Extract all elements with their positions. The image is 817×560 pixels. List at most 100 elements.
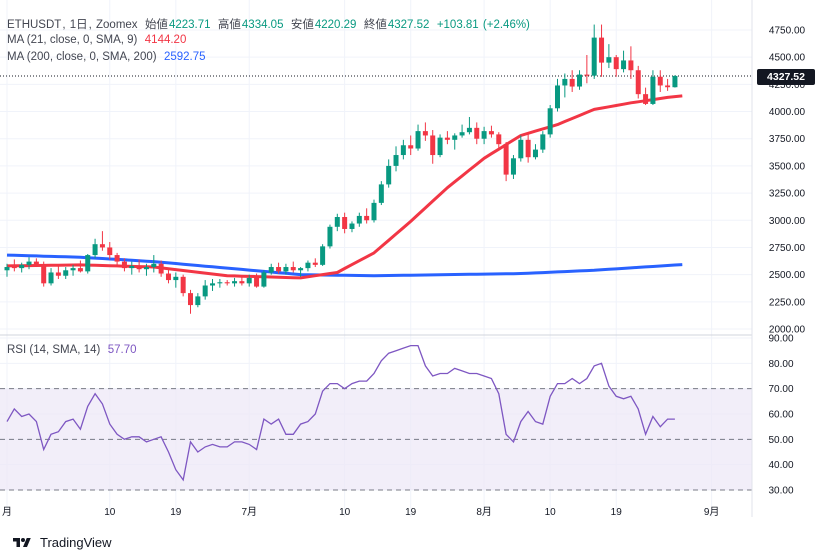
candle-body xyxy=(591,37,597,76)
candle-body xyxy=(430,135,436,156)
candle-body xyxy=(136,265,142,270)
ma21-value: 4144.20 xyxy=(144,34,187,46)
candle-body xyxy=(19,264,25,269)
brand-name: TradingView xyxy=(40,535,112,550)
candle xyxy=(393,146,399,172)
rsi-legend[interactable]: RSI (14, SMA, 14) 57.70 xyxy=(7,344,137,356)
high-value: 4334.05 xyxy=(241,19,284,31)
candle xyxy=(77,260,83,273)
candle-body xyxy=(665,85,671,88)
time-tick-label: 19 xyxy=(170,507,182,518)
candle xyxy=(547,105,553,138)
candle xyxy=(599,24,605,77)
candle xyxy=(136,259,142,273)
rsi-tick-label: 30.00 xyxy=(768,486,793,497)
candle-body xyxy=(246,277,252,284)
candle xyxy=(202,280,208,300)
ma200-legend[interactable]: MA (200, close, 0, SMA, 200) 2592.75 xyxy=(7,51,207,63)
candle xyxy=(48,268,54,286)
candle xyxy=(613,55,619,77)
candle-body xyxy=(488,131,494,135)
candle-body xyxy=(459,132,465,136)
candle xyxy=(569,70,575,92)
candle-body xyxy=(11,267,17,269)
candle-body xyxy=(188,293,193,306)
candle xyxy=(312,258,318,268)
candle-body xyxy=(532,149,538,158)
candle xyxy=(496,132,502,149)
ma21-line xyxy=(6,94,683,280)
time-tick-label: 19 xyxy=(405,507,417,518)
candle xyxy=(510,155,516,179)
candle xyxy=(488,125,494,138)
candle-body xyxy=(334,217,340,227)
rsi-tick-label: 40.00 xyxy=(768,460,793,471)
interval-label[interactable]: 1日 xyxy=(69,19,88,31)
candle-body xyxy=(466,127,472,133)
candle-body xyxy=(180,276,186,294)
candle xyxy=(474,122,480,145)
candle-body xyxy=(444,137,450,140)
candle-body xyxy=(584,74,590,76)
candle-body xyxy=(628,60,634,71)
candle xyxy=(635,65,641,99)
candle-body xyxy=(400,145,406,156)
candle-body xyxy=(33,261,39,265)
candle xyxy=(466,116,472,135)
candle-body xyxy=(217,282,223,284)
candle-body xyxy=(540,134,546,150)
candle xyxy=(562,73,568,98)
symbol-name[interactable]: ETHUSDT xyxy=(7,19,62,31)
candle-body xyxy=(26,261,32,265)
candle-body xyxy=(415,131,421,149)
time-tick-label: 7月 xyxy=(241,506,257,518)
candle xyxy=(503,141,509,182)
candle xyxy=(246,274,252,287)
rsi-axis-ticks: 90.00 80.00 70.00 60.00 50.00 40.00 30.00 xyxy=(768,334,793,497)
tradingview-footer[interactable]: TradingView xyxy=(10,535,112,550)
ma200-label: MA (200, close, 0, SMA, 200) xyxy=(7,51,157,63)
candle xyxy=(268,263,274,275)
candle-body xyxy=(165,273,171,281)
candle xyxy=(63,267,69,279)
candle xyxy=(444,131,450,145)
price-axis-ticks: 4750.00 4500.00 4250.00 4000.00 3750.00 3500.… xyxy=(769,26,806,336)
candle xyxy=(577,70,583,90)
candle xyxy=(143,263,149,276)
candle xyxy=(555,78,560,112)
candle-body xyxy=(312,262,318,265)
candle xyxy=(121,258,127,272)
ma21-legend[interactable]: MA (21, close, 0, SMA, 9) 4144.20 xyxy=(7,34,187,46)
candle-body xyxy=(364,215,370,221)
candle-body xyxy=(77,268,83,272)
candle-body xyxy=(158,263,164,274)
ma21-path xyxy=(6,94,683,280)
candle-body xyxy=(202,285,208,297)
candle xyxy=(408,135,414,156)
time-tick-label: 10 xyxy=(104,507,116,518)
candle xyxy=(261,270,267,288)
candle-body xyxy=(371,202,377,221)
price-tick-label: 2500.00 xyxy=(769,270,806,281)
candle xyxy=(643,87,649,106)
ma21-label: MA (21, close, 0, SMA, 9) xyxy=(7,34,138,46)
time-tick-label: 9月 xyxy=(704,506,720,518)
close-label: 終値 xyxy=(363,19,387,31)
candle xyxy=(532,144,538,160)
candle-body xyxy=(393,155,399,166)
candle xyxy=(107,242,113,260)
candle xyxy=(217,278,223,288)
high-label: 高値 xyxy=(217,19,241,31)
time-axis-ticks: 月 10 19 7月 10 19 8月 10 19 9月 xyxy=(2,506,719,518)
candle xyxy=(85,253,91,274)
candle-body xyxy=(510,158,516,175)
candle xyxy=(591,24,597,79)
price-tick-label: 3750.00 xyxy=(769,134,806,145)
candle-body xyxy=(503,144,509,175)
candle xyxy=(437,134,443,158)
rsi-tick-label: 80.00 xyxy=(768,359,793,370)
candle-body xyxy=(672,75,678,88)
candle-body xyxy=(41,264,47,284)
candle xyxy=(99,231,105,251)
